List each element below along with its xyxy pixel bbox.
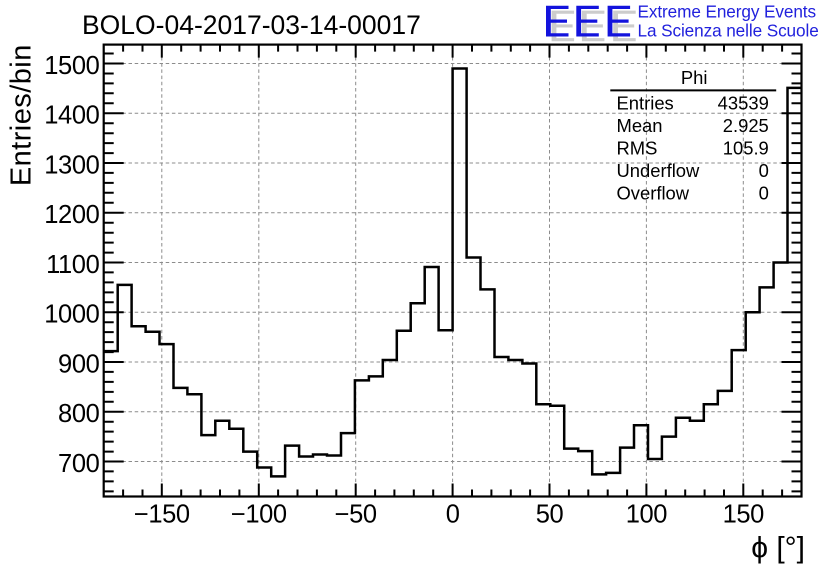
svg-text:Entries/bin: Entries/bin [6,44,38,186]
svg-text:0: 0 [759,183,769,204]
svg-text:BOLO-04-2017-03-14-00017: BOLO-04-2017-03-14-00017 [82,10,421,40]
svg-text:1000: 1000 [44,301,99,329]
svg-text:Phi: Phi [681,67,708,88]
svg-text:0: 0 [759,160,769,181]
svg-text:1100: 1100 [46,251,99,279]
svg-text:RMS: RMS [617,138,658,159]
svg-text:105.9: 105.9 [723,138,769,159]
svg-text:800: 800 [58,400,100,428]
svg-text:2.925: 2.925 [723,115,769,136]
svg-text:1400: 1400 [44,102,99,130]
svg-text:150: 150 [723,500,765,528]
svg-text:100: 100 [626,500,668,528]
svg-text:1200: 1200 [44,201,99,229]
svg-text:ϕ [°]: ϕ [°] [751,532,805,565]
svg-text:−150: −150 [134,500,190,528]
svg-text:−50: −50 [335,500,377,528]
svg-text:43539: 43539 [718,92,769,113]
svg-text:Mean: Mean [617,115,663,136]
svg-text:0: 0 [446,500,460,528]
svg-text:Entries: Entries [617,92,674,113]
svg-text:900: 900 [58,350,100,378]
svg-text:Extreme Energy Events: Extreme Energy Events [638,1,816,21]
svg-text:700: 700 [58,450,100,478]
svg-text:Underflow: Underflow [617,160,701,181]
svg-text:1500: 1500 [44,52,99,80]
svg-text:Overflow: Overflow [617,183,690,204]
svg-text:−100: −100 [231,500,287,528]
svg-text:La Scienza nelle Scuole: La Scienza nelle Scuole [638,21,819,41]
svg-text:50: 50 [536,500,564,528]
svg-text:1300: 1300 [44,151,99,179]
